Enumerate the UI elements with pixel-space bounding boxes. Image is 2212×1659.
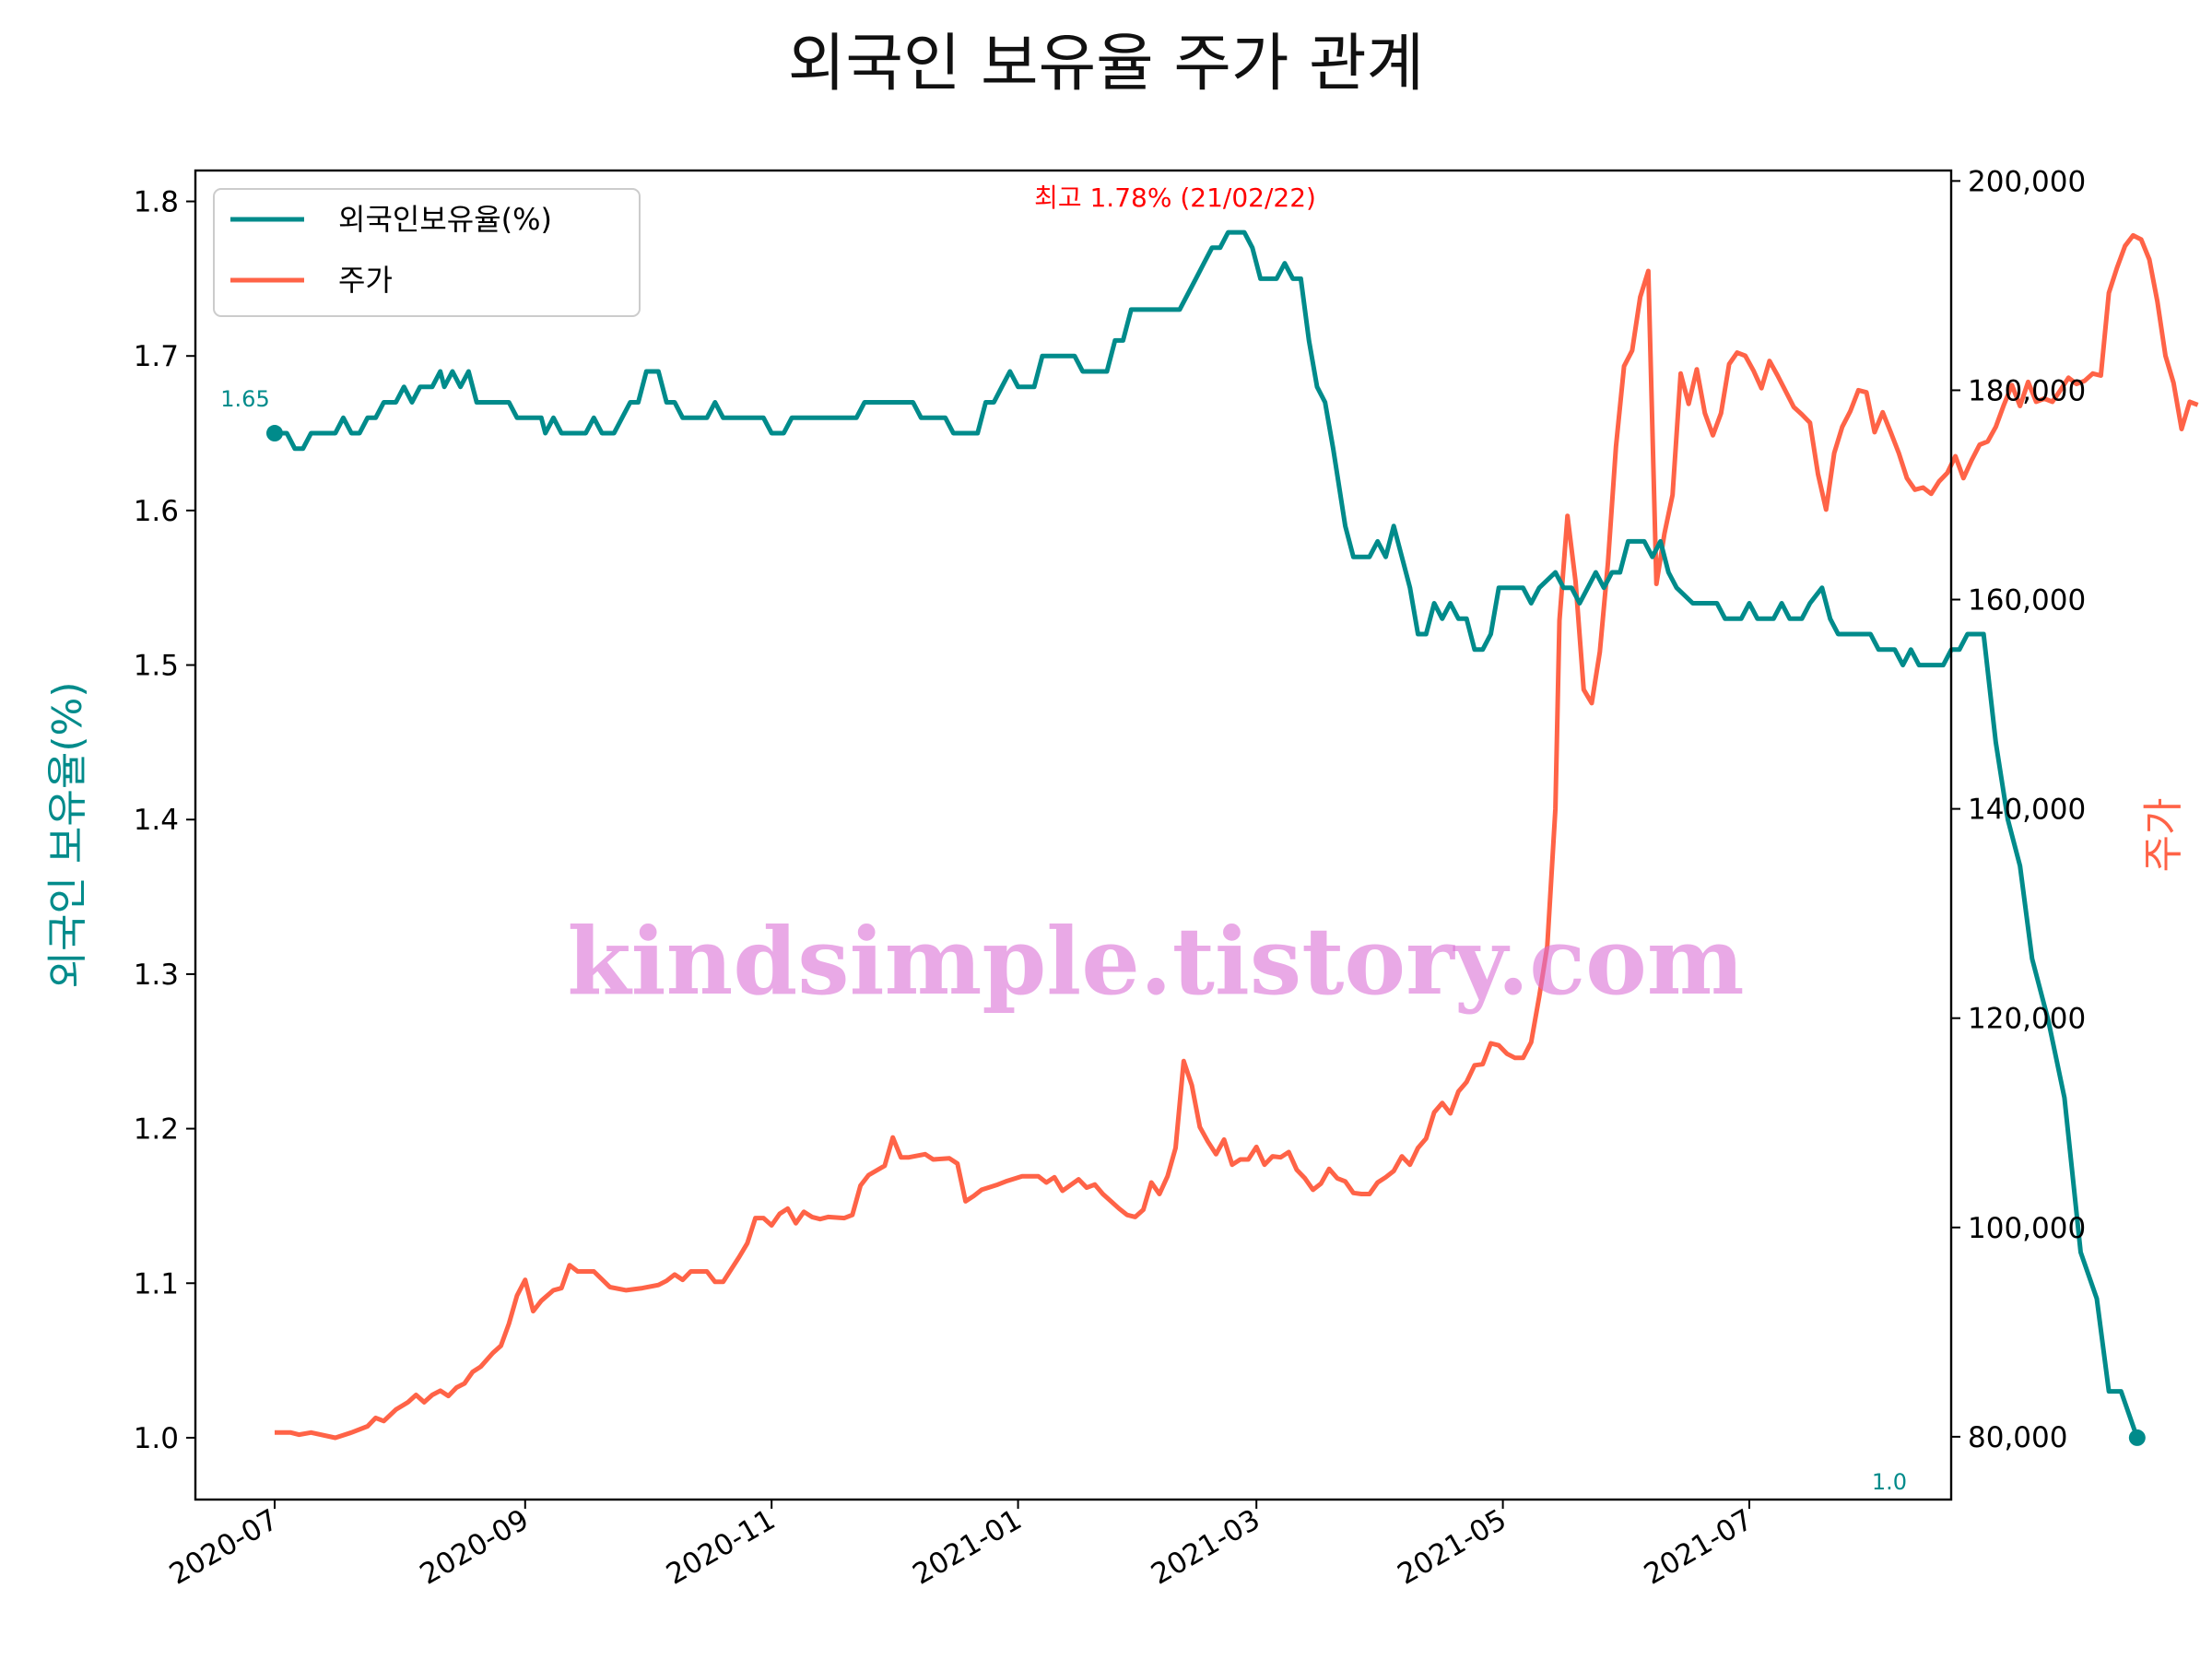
x-tick-label: 2021-01 [907,1503,1027,1592]
x-tick-label: 2020-11 [661,1503,781,1592]
legend-label-price: 주가 [338,263,393,298]
chart-title: 외국인 보유율 주가 관계 [788,28,1424,100]
y-left-tick-label: 1.3 [134,959,179,992]
x-tick-label: 2021-05 [1392,1503,1512,1592]
x-tick-label: 2021-03 [1146,1503,1265,1592]
y-left-tick-label: 1.1 [134,1267,179,1300]
start-point-marker [266,425,283,442]
y-axis-label-left: 외국인 보유율(%) [44,681,91,988]
x-tick-label: 2021-07 [1639,1503,1759,1592]
end-point-marker [2128,1429,2146,1446]
y-axis-label-right: 주가 [2140,798,2187,873]
y-right-tick-label: 100,000 [1968,1212,2086,1245]
legend: 외국인보유율(%) 주가 [213,188,641,317]
legend-box [213,188,641,317]
x-tick-label: 2020-09 [415,1503,535,1592]
y-left-tick-label: 1.8 [134,186,179,219]
y-right-tick-label: 200,000 [1968,165,2086,198]
y-right-tick-label: 180,000 [1968,374,2086,407]
y-left-tick-label: 1.5 [134,650,179,683]
y-left-tick-label: 1.0 [134,1422,179,1455]
y-left-tick-label: 1.2 [134,1113,179,1147]
price-line [275,232,2199,1441]
legend-label-foreign: 외국인보유율(%) [338,202,552,237]
plot-frame [194,169,1953,1501]
end-value-annotation: 1.0 [1872,1469,1907,1495]
y-right-tick-label: 120,000 [1968,1003,2086,1036]
y-right-tick-label: 160,000 [1968,584,2086,618]
max-annotation: 최고 1.78% (21/02/22) [1034,182,1316,213]
start-value-annotation: 1.65 [220,386,269,412]
y-left-tick-label: 1.4 [134,804,179,837]
y-left-tick-label: 1.7 [134,340,179,373]
y-right-tick-label: 140,000 [1968,794,2086,827]
x-tick-label: 2020-07 [164,1503,284,1592]
y-right-tick-label: 80,000 [1968,1421,2067,1454]
y-left-tick-label: 1.6 [134,495,179,528]
watermark: kindsimple.tistory.com [567,907,1744,1016]
foreign-ownership-line [275,229,2140,1439]
